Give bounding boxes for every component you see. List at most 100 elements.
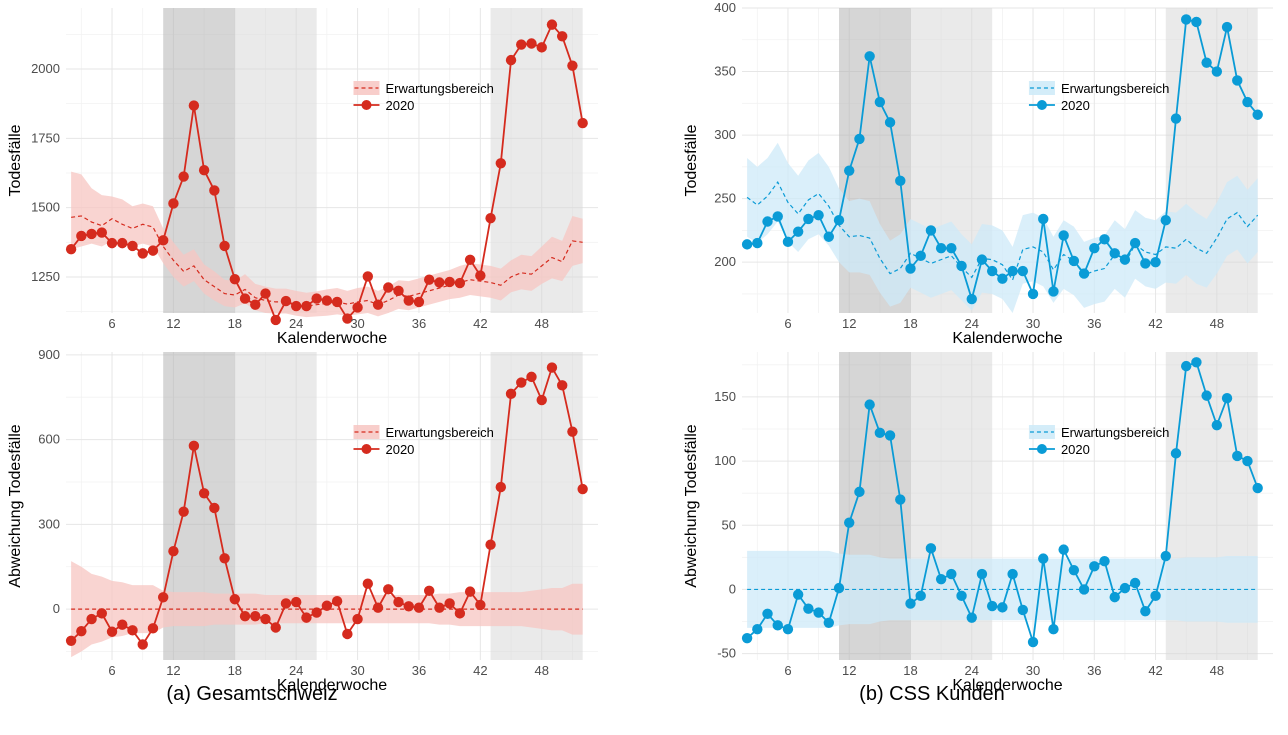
y-tick-label: 600: [38, 432, 60, 447]
data-point: [505, 388, 517, 400]
legend-point-swatch: [1036, 444, 1047, 454]
data-point: [372, 602, 384, 613]
data-point: [178, 506, 189, 517]
data-point: [976, 568, 988, 580]
data-point: [352, 613, 363, 625]
data-point: [505, 54, 517, 66]
caption-left: (a) Gesamtschweiz: [166, 683, 338, 705]
data-point: [844, 165, 855, 176]
data-point: [895, 175, 906, 187]
chart-css-abweichung: 6 12 18 24 30 36 42 48 -50 0 50 100 150 Kalenderwoche…: [683, 352, 1273, 694]
data-point: [1191, 357, 1202, 368]
x-axis-label: Kalenderwoche: [277, 330, 387, 347]
y-tick-label: 300: [714, 127, 736, 142]
data-point: [311, 293, 322, 304]
data-point: [147, 623, 159, 634]
data-point: [198, 488, 210, 499]
data-point: [1048, 286, 1059, 297]
data-point: [792, 226, 804, 237]
data-point: [352, 302, 363, 313]
data-point: [1170, 113, 1182, 124]
data-point: [966, 293, 977, 305]
x-tick-label: 18: [903, 316, 917, 331]
data-point: [1058, 230, 1069, 241]
x-tick-label: 18: [903, 663, 917, 678]
data-point: [86, 228, 97, 240]
data-point: [946, 242, 957, 254]
x-tick-label: 42: [473, 316, 487, 331]
data-point: [516, 39, 527, 50]
data-point: [935, 242, 947, 254]
data-point: [772, 211, 783, 222]
data-point: [127, 625, 138, 636]
data-point: [1078, 268, 1090, 279]
data-point: [905, 598, 916, 609]
data-point: [1181, 360, 1192, 372]
data-point: [239, 293, 251, 304]
y-axis-label: Abweichung Todesfälle: [683, 424, 700, 587]
data-point: [864, 51, 875, 62]
expectation-band: [71, 171, 583, 318]
data-point: [884, 117, 896, 128]
data-point: [976, 254, 988, 265]
data-point: [383, 282, 394, 293]
x-tick-label: 42: [1148, 316, 1162, 331]
data-point: [946, 568, 957, 580]
data-point: [997, 602, 1008, 613]
data-point: [966, 612, 977, 623]
data-point: [546, 362, 558, 373]
data-point: [403, 295, 414, 306]
data-point: [577, 117, 588, 129]
data-point: [823, 231, 834, 242]
data-point: [1038, 213, 1049, 225]
y-tick-label: 1250: [31, 269, 60, 284]
data-point: [772, 620, 783, 631]
data-point: [260, 613, 271, 625]
x-tick-label: 6: [784, 663, 791, 678]
shaded-region-light: [234, 8, 317, 313]
data-point: [137, 639, 148, 650]
data-point: [1068, 564, 1080, 576]
data-point: [884, 430, 896, 441]
data-point: [895, 494, 906, 505]
data-point: [526, 38, 537, 49]
y-tick-label: 1750: [31, 130, 60, 145]
x-tick-label: 48: [534, 316, 548, 331]
x-tick-label: 48: [534, 663, 548, 678]
data-point: [301, 612, 312, 623]
chart-css-todesfaelle: 6 12 18 24 30 36 42 48 200 250 300 350 400 Kalenderwo…: [683, 0, 1273, 347]
x-tick-label: 42: [473, 663, 487, 678]
data-point: [803, 213, 814, 225]
data-point: [1232, 450, 1243, 462]
legend-label-line: 2020: [385, 98, 414, 113]
data-point: [1160, 550, 1171, 562]
data-point: [454, 608, 466, 619]
data-point: [1007, 265, 1018, 277]
data-point: [577, 483, 588, 495]
data-point: [342, 628, 353, 640]
data-point: [413, 296, 425, 308]
data-point: [741, 632, 753, 644]
data-point: [434, 602, 445, 613]
legend-label-band: Erwartungsbereich: [1061, 81, 1169, 96]
data-point: [270, 622, 281, 633]
data-point: [1027, 636, 1039, 648]
legend-label-band: Erwartungsbereich: [1061, 425, 1169, 440]
data-point: [915, 590, 926, 602]
data-point: [331, 596, 343, 607]
data-point: [280, 598, 292, 609]
y-tick-label: 150: [714, 389, 736, 404]
data-point: [475, 599, 486, 611]
x-tick-label: 24: [965, 663, 979, 678]
data-point: [1140, 606, 1151, 617]
data-point: [833, 582, 845, 594]
data-point: [956, 590, 967, 602]
data-point: [1150, 590, 1161, 602]
data-point: [1089, 561, 1100, 572]
data-point: [106, 626, 118, 637]
data-point: [1140, 258, 1151, 269]
x-tick-label: 42: [1148, 663, 1162, 678]
data-point: [168, 546, 179, 557]
data-point: [1232, 75, 1243, 86]
